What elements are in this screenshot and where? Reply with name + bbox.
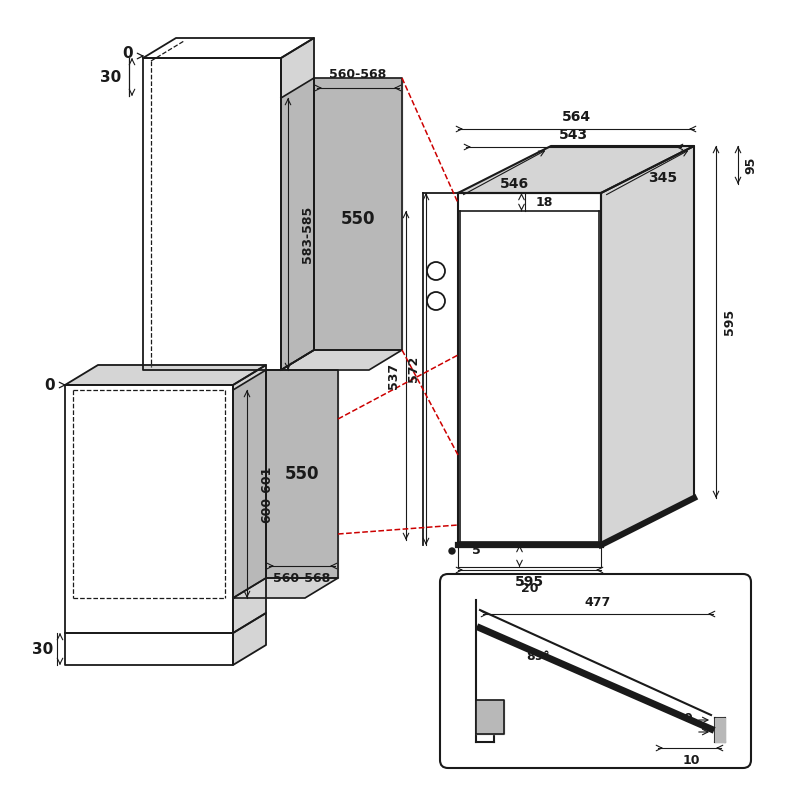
Circle shape	[449, 548, 455, 554]
Text: 546: 546	[500, 178, 529, 191]
Text: 30: 30	[100, 70, 122, 86]
Text: 564: 564	[562, 110, 590, 124]
Text: 560-568: 560-568	[330, 69, 386, 82]
Polygon shape	[233, 578, 338, 598]
Polygon shape	[143, 38, 314, 58]
Polygon shape	[715, 718, 725, 742]
Polygon shape	[266, 370, 338, 578]
Polygon shape	[233, 613, 266, 665]
Text: 477: 477	[585, 595, 611, 609]
Text: 10: 10	[682, 754, 700, 767]
Text: 537: 537	[386, 362, 399, 389]
Text: 30: 30	[32, 642, 54, 657]
Text: 572: 572	[407, 356, 421, 382]
Polygon shape	[143, 58, 281, 370]
Text: 595: 595	[723, 309, 737, 335]
Text: 0: 0	[684, 711, 692, 725]
Text: 583-585: 583-585	[302, 206, 314, 262]
Text: 595: 595	[515, 575, 544, 589]
Text: 345: 345	[648, 170, 677, 185]
Text: 550: 550	[285, 465, 319, 483]
Polygon shape	[458, 193, 601, 545]
Polygon shape	[65, 633, 233, 665]
Polygon shape	[281, 78, 314, 370]
Polygon shape	[314, 78, 402, 350]
Text: 600-601: 600-601	[261, 466, 274, 522]
Polygon shape	[65, 365, 266, 385]
Text: 18: 18	[536, 197, 553, 210]
Text: 560-568: 560-568	[274, 573, 330, 586]
Polygon shape	[476, 700, 504, 734]
Polygon shape	[281, 38, 314, 370]
Text: 5: 5	[472, 545, 480, 558]
Text: 0: 0	[45, 378, 55, 393]
Text: 20: 20	[521, 582, 538, 594]
Polygon shape	[601, 146, 694, 545]
Text: 543: 543	[559, 128, 588, 142]
Text: 0: 0	[122, 46, 134, 61]
Polygon shape	[233, 365, 266, 633]
Polygon shape	[65, 385, 233, 633]
Polygon shape	[281, 350, 402, 370]
FancyBboxPatch shape	[440, 574, 751, 768]
Text: 89°: 89°	[526, 650, 550, 663]
Polygon shape	[233, 370, 266, 598]
Polygon shape	[458, 146, 694, 193]
Text: 550: 550	[341, 210, 375, 228]
Text: 95: 95	[745, 156, 758, 174]
